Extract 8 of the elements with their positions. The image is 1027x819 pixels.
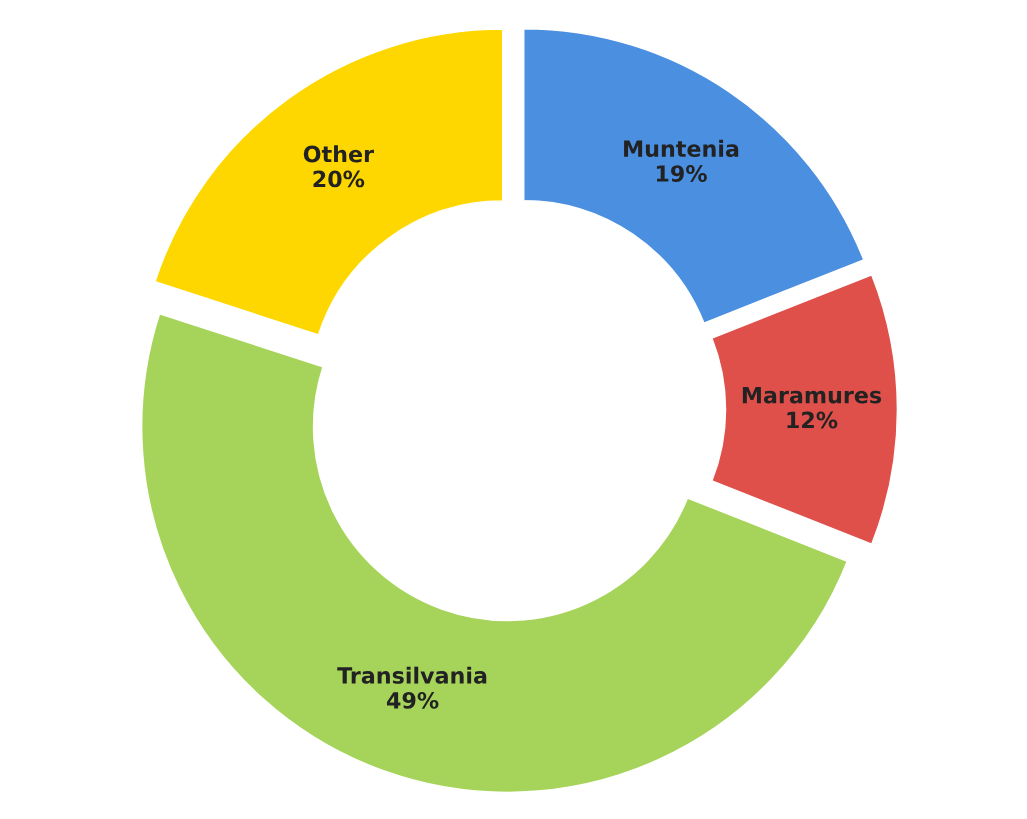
data-label: 19% bbox=[656, 165, 707, 182]
data-label: 20% bbox=[313, 170, 365, 188]
slice-label: Maramures bbox=[742, 386, 882, 404]
slice-label: Muntenia bbox=[624, 139, 739, 158]
data-label: 49% bbox=[386, 691, 439, 709]
data-label: 12% bbox=[787, 411, 838, 429]
slice-label: Transilvania bbox=[337, 666, 487, 684]
slice-label: Other bbox=[303, 145, 374, 163]
